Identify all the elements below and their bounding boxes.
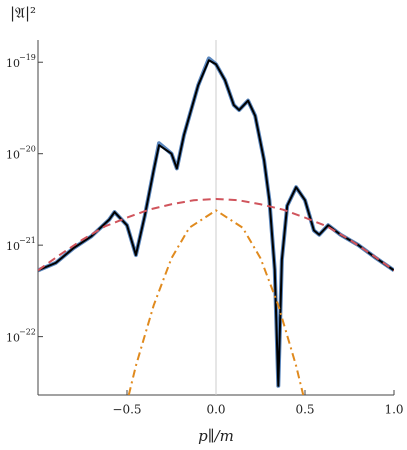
x-tick-label: 0.0 bbox=[206, 403, 225, 417]
x-tick-label: 1.0 bbox=[384, 403, 403, 417]
y-axis-title: |𝔄|² bbox=[10, 4, 36, 22]
x-tick-label: −0.5 bbox=[112, 403, 141, 417]
y-tick-exponent: −21 bbox=[19, 236, 36, 245]
y-tick-label: 10 −20 bbox=[6, 145, 36, 162]
series-line bbox=[38, 197, 394, 272]
y-tick-base: 10 bbox=[6, 240, 20, 253]
x-axis-title: p∥/m bbox=[198, 427, 234, 445]
y-tick-label: 10 −21 bbox=[6, 236, 36, 253]
series-line bbox=[38, 59, 394, 387]
y-tick-exponent: −22 bbox=[19, 328, 36, 337]
y-tick-base: 10 bbox=[6, 149, 20, 162]
y-tick-label: 10 −19 bbox=[6, 53, 36, 70]
y-tick-exponent: −19 bbox=[19, 53, 36, 62]
y-tick-label: 10 −22 bbox=[6, 328, 36, 345]
x-tick-label: 0.5 bbox=[295, 403, 314, 417]
y-tick-exponent: −20 bbox=[19, 145, 36, 154]
y-tick-base: 10 bbox=[6, 332, 20, 345]
series-line bbox=[127, 209, 305, 395]
y-tick-base: 10 bbox=[6, 57, 20, 70]
